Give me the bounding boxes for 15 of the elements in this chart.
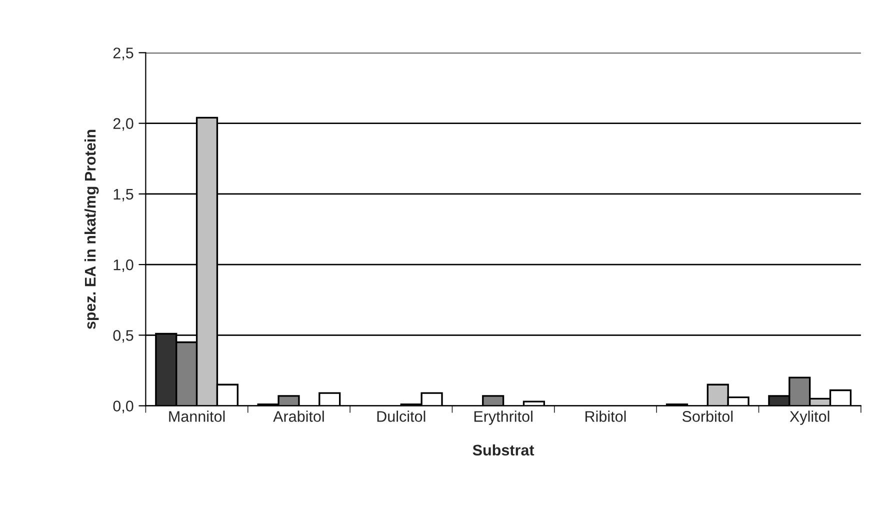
y-tick-label: 2,5 <box>113 48 134 60</box>
x-tick-label: Erythritol <box>474 410 532 425</box>
y-tick-label: 1,0 <box>114 259 134 272</box>
y-axis-title: spez. EA in nkat/mg Protein <box>84 130 99 330</box>
y-tick-label: 2,0 <box>113 118 134 131</box>
x-tick-label: Dulcitol <box>377 410 426 422</box>
y-tick-label: 0,5 <box>113 330 134 343</box>
x-tick-label: Sorbitol <box>682 410 733 422</box>
x-tick-label: Xylitol <box>790 410 830 425</box>
x-axis-title: Substrat <box>472 444 534 456</box>
x-tick-label: Mannitol <box>169 410 225 422</box>
y-tick-label: 0,0 <box>113 400 134 414</box>
y-tick-label: 1,5 <box>114 188 134 202</box>
x-tick-label: Ribitol <box>586 410 626 422</box>
x-tick-label: Arabitol <box>273 410 324 422</box>
